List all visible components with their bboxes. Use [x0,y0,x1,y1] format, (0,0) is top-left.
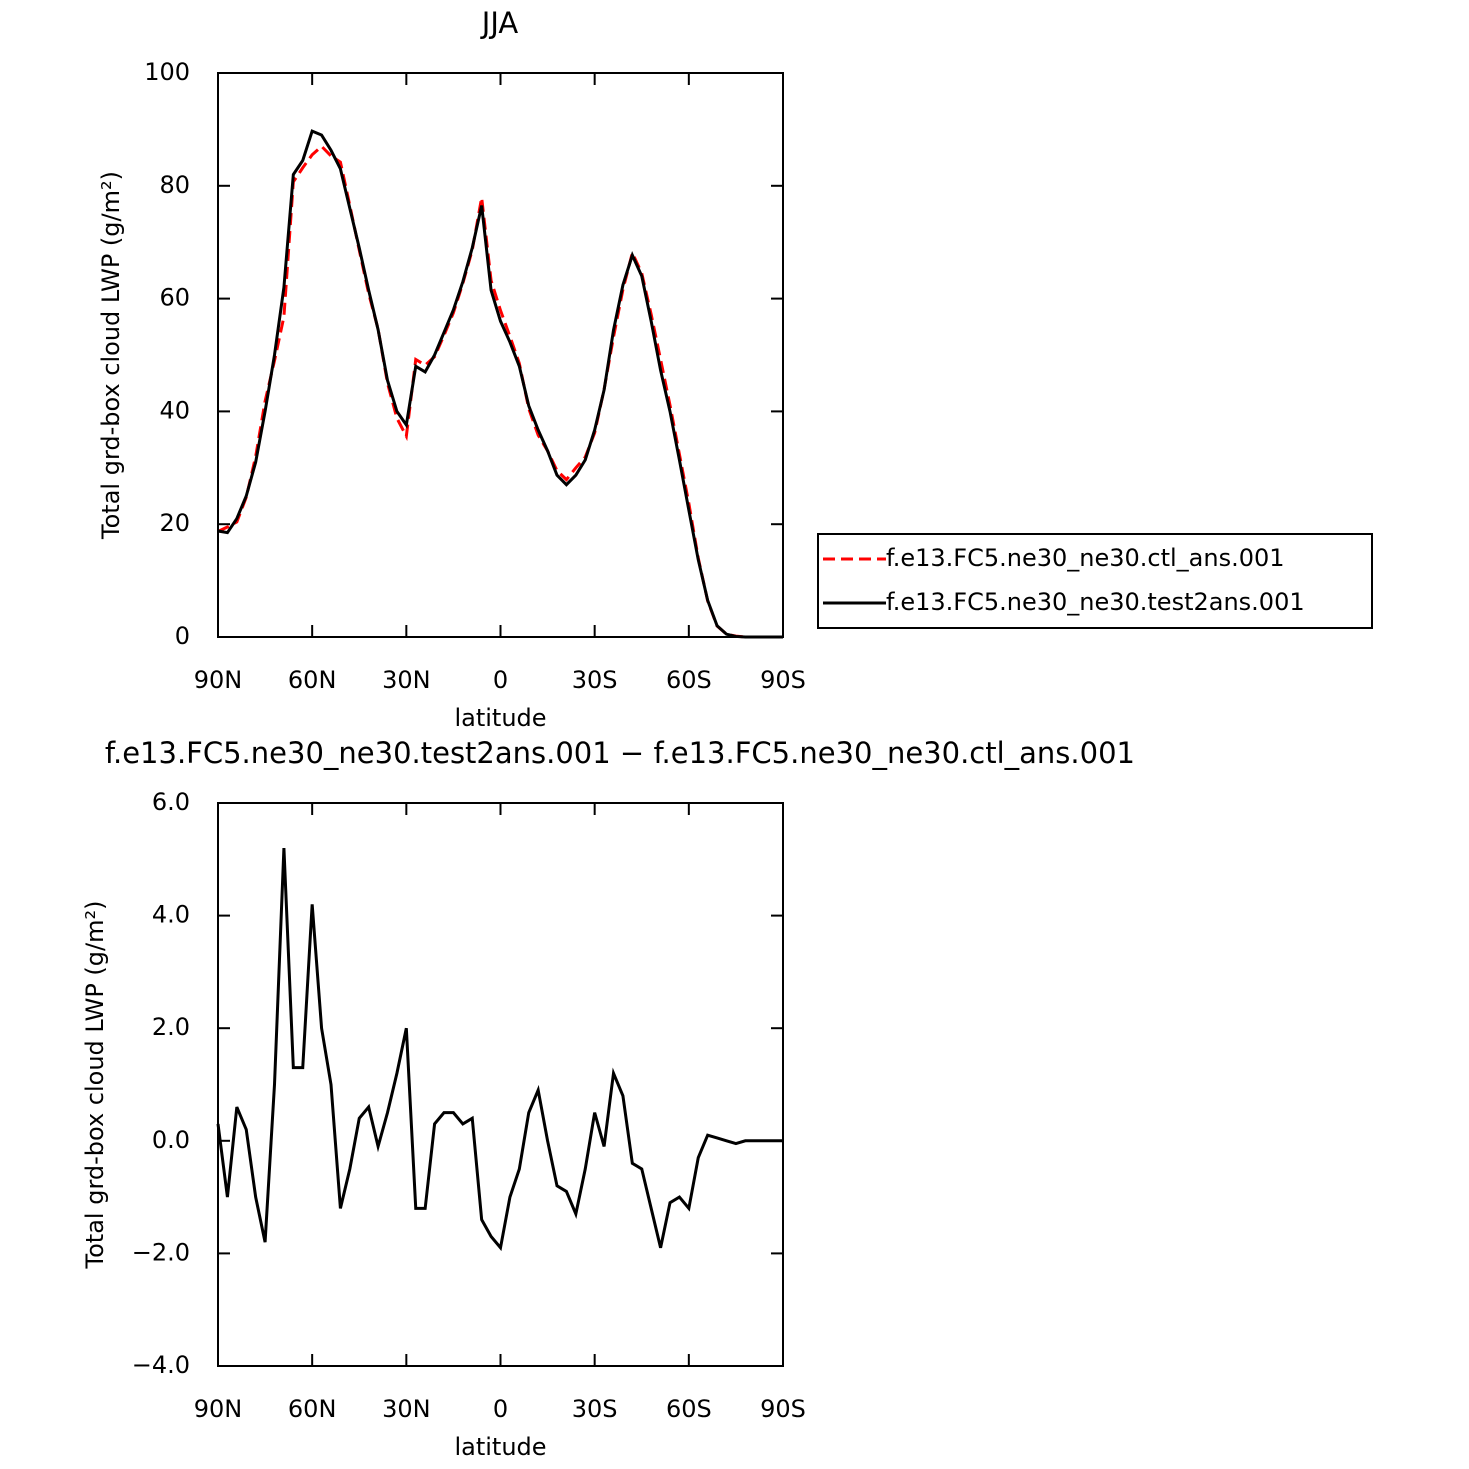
x-axis-label: latitude [454,1433,546,1461]
y-tick-label: 2.0 [152,1013,190,1041]
x-tick-label: 30S [572,666,618,694]
y-tick-label: 0.0 [152,1126,190,1154]
y-tick-label: 6.0 [152,788,190,816]
y-tick-label: 80 [159,171,190,199]
y-axis-label: Total grd-box cloud LWP (g/m²) [97,171,125,540]
y-tick-label: 100 [144,58,190,86]
x-tick-label: 30S [572,1395,618,1423]
x-tick-label: 30N [382,666,431,694]
x-tick-label: 60N [288,666,337,694]
x-tick-label: 90N [194,1395,243,1423]
x-tick-label: 0 [493,666,508,694]
chart-title: f.e13.FC5.ne30_ne30.test2ans.001 − f.e13… [105,736,1135,770]
legend-label: f.e13.FC5.ne30_ne30.test2ans.001 [886,588,1305,616]
x-tick-label: 60S [666,1395,712,1423]
plot-frame [217,802,784,1367]
x-tick-label: 90N [194,666,243,694]
legend-label: f.e13.FC5.ne30_ne30.ctl_ans.001 [886,544,1285,572]
legend-box [817,533,1373,629]
y-axis-label: Total grd-box cloud LWP (g/m²) [81,901,109,1270]
data-line [217,129,783,639]
y-tick-label: 60 [159,284,190,312]
y-tick-label: −4.0 [132,1351,190,1379]
x-tick-label: 30N [382,1395,431,1423]
y-tick-label: 40 [159,396,190,424]
data-line [216,847,783,1252]
y-tick-label: 20 [159,509,190,537]
x-tick-label: 60S [666,666,712,694]
plot-frame [217,72,784,638]
x-tick-label: 90S [760,666,806,694]
x-tick-label: 60N [288,1395,337,1423]
x-tick-label: 90S [760,1395,806,1423]
y-tick-label: 0 [175,622,190,650]
y-tick-label: −2.0 [132,1238,190,1266]
x-tick-label: 0 [493,1395,508,1423]
x-axis-label: latitude [454,704,546,732]
y-tick-label: 4.0 [152,901,190,929]
chart-title: JJA [480,6,519,40]
